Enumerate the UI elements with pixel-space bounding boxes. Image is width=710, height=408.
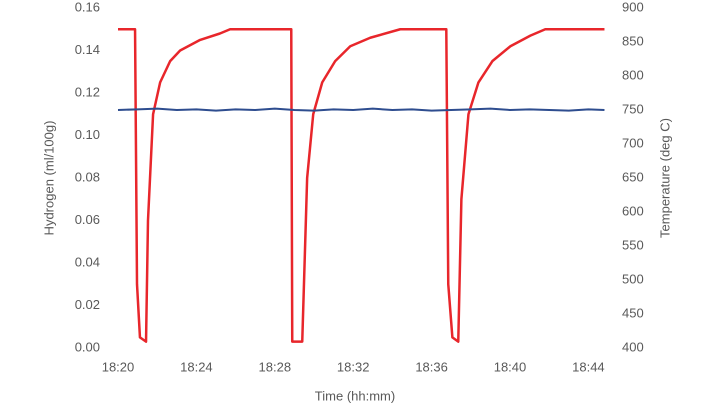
y-tick-label: 0.08 [75, 169, 100, 184]
y-tick-label: 0.10 [75, 127, 100, 142]
x-tick-label: 18:40 [494, 359, 527, 374]
y2-tick-label: 800 [622, 67, 644, 82]
y-tick-label: 0.16 [75, 0, 100, 14]
series-line [118, 28, 605, 343]
y2-tick-label: 650 [622, 169, 644, 184]
x-tick-label: 18:36 [415, 359, 448, 374]
x-tick-label: 18:24 [180, 359, 213, 374]
y2-tick-label: 450 [622, 305, 644, 320]
x-tick-label: 18:44 [572, 359, 605, 374]
y2-tick-label: 900 [622, 0, 644, 14]
y2-tick-label: 850 [622, 33, 644, 48]
y-tick-label: 0.02 [75, 297, 100, 312]
x-tick-label: 18:28 [259, 359, 292, 374]
y2-tick-label: 600 [622, 203, 644, 218]
y2-tick-label: 700 [622, 135, 644, 150]
y2-axis-label: Temperature (deg C) [657, 118, 672, 238]
y2-tick-label: 400 [622, 339, 644, 354]
series-line [117, 107, 605, 112]
x-tick-label: 18:32 [337, 359, 370, 374]
y2-tick-label: 750 [622, 101, 644, 116]
y2-tick-label: 550 [622, 237, 644, 252]
y-tick-label: 0.04 [75, 254, 100, 269]
y-tick-label: 0.12 [75, 84, 100, 99]
x-tick-label: 18:20 [102, 359, 135, 374]
y-tick-label: 0.00 [75, 339, 100, 354]
y-axis-label: Hydrogen (ml/100g) [41, 121, 56, 236]
x-axis-label: Time (hh:mm) [315, 388, 395, 403]
y2-tick-label: 500 [622, 271, 644, 286]
y-tick-label: 0.06 [75, 212, 100, 227]
y-tick-label: 0.14 [75, 42, 100, 57]
